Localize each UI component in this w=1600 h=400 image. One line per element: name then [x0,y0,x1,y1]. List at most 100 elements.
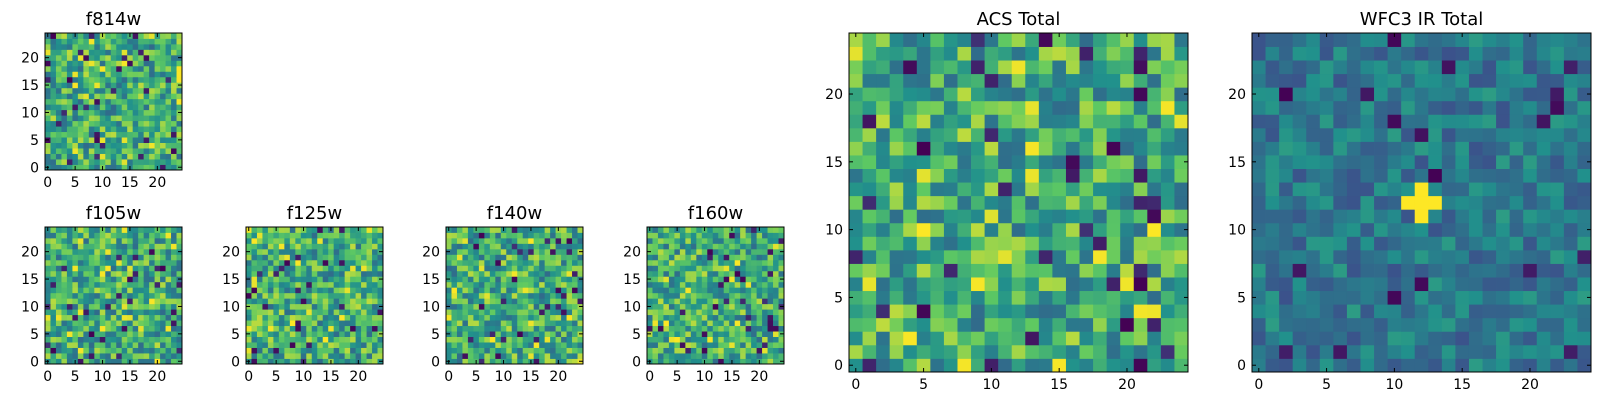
heatmap-cell [1360,209,1375,224]
heatmap-cell [1374,304,1388,319]
heatmap-cell [366,287,373,294]
heatmap-cell [729,237,736,244]
y-tick-label: 0 [834,358,843,374]
heatmap-cell [55,265,62,272]
heatmap-cell [467,227,474,233]
heatmap-cell [267,309,274,316]
heatmap-cell [50,265,57,272]
heatmap-cell [1468,263,1483,278]
heatmap-cell [154,265,161,272]
heatmap-cell [522,292,529,299]
heatmap-cell [154,115,161,122]
heatmap-cell [246,270,252,277]
heatmap-cell [361,358,367,365]
heatmap-cell [61,76,68,83]
heatmap-cell [1360,331,1375,346]
heatmap-cell [663,303,670,310]
heatmap-cell [333,314,340,321]
heatmap-cell [696,237,703,244]
heatmap-cell [723,237,730,244]
heatmap-cell [273,347,280,354]
heatmap-cell [511,314,518,321]
heatmap-cell [456,281,463,288]
heatmap-cell [712,270,719,277]
heatmap-cell [707,314,714,321]
heatmap-cell [862,222,877,237]
heatmap-cell [289,259,296,266]
heatmap-cell [1011,277,1026,292]
heatmap-cell [1428,100,1443,115]
heatmap-cell [456,287,463,294]
heatmap-cell [160,243,166,250]
heatmap-cell [127,281,134,288]
heatmap-cell [66,82,73,89]
heatmap-cell [500,243,507,250]
heatmap-cell [83,281,90,288]
heatmap-cell [306,347,313,354]
heatmap-cell [657,276,664,283]
heatmap-cell [696,298,703,305]
heatmap-cell [1106,236,1121,251]
heatmap-cell [451,303,458,310]
heatmap-cell [176,159,183,165]
heatmap-cell [105,131,112,138]
heatmap-cell [306,227,313,233]
heatmap-cell [83,331,90,337]
heatmap-cell [160,71,166,78]
heatmap-cell [723,292,730,299]
heatmap-cell [121,331,128,337]
heatmap-cell [127,153,134,160]
heatmap-cell [506,243,513,250]
heatmap-cell [116,115,123,122]
heatmap-cell [61,131,68,138]
heatmap-cell [1093,168,1108,183]
heatmap-cell [1252,344,1266,359]
heatmap-cell [718,232,725,239]
heatmap-cell [99,82,106,89]
heatmap-cell [712,287,719,294]
heatmap-cell [550,325,556,332]
heatmap-cell [66,248,73,255]
heatmap-cell [544,243,551,250]
heatmap-cell [171,54,177,61]
heatmap-cell [1536,222,1551,237]
heatmap-cell [1509,127,1524,142]
heatmap-cell [61,232,68,239]
heatmap-cell [77,82,84,89]
heatmap-cell [83,347,90,354]
heatmap-cell [77,87,84,94]
heatmap-cell [971,114,985,129]
heatmap-cell [1292,182,1307,197]
heatmap-cell [328,353,335,359]
heatmap-cell [1065,249,1080,264]
heatmap-cell [451,287,458,294]
heatmap-cell [1292,100,1307,115]
heatmap-cell [577,353,584,359]
heatmap-cell [1093,60,1108,75]
heatmap-cell [577,314,584,321]
heatmap-cell [511,292,518,299]
heatmap-cell [679,347,686,354]
heatmap-cell [132,82,139,89]
heatmap-cell [489,254,496,261]
heatmap-cell [143,281,150,288]
heatmap-cell [723,259,730,266]
heatmap-cell [295,270,302,277]
heatmap-cell [45,314,51,321]
heatmap-cell [1563,209,1578,224]
heatmap-cell [1441,358,1456,373]
heatmap-cell [77,38,84,45]
heatmap-cell [127,336,134,343]
heatmap-cell [1550,141,1565,156]
heatmap-cell [1346,290,1361,305]
heatmap-cell [1265,331,1280,346]
heatmap-cell [88,276,95,283]
heatmap-cell [1025,209,1040,224]
heatmap-cell [66,358,73,365]
heatmap-cell [876,127,891,142]
heatmap-cell [539,298,546,305]
heatmap-cell [663,259,670,266]
heatmap-cell [295,276,302,283]
heatmap-cell [377,292,384,299]
